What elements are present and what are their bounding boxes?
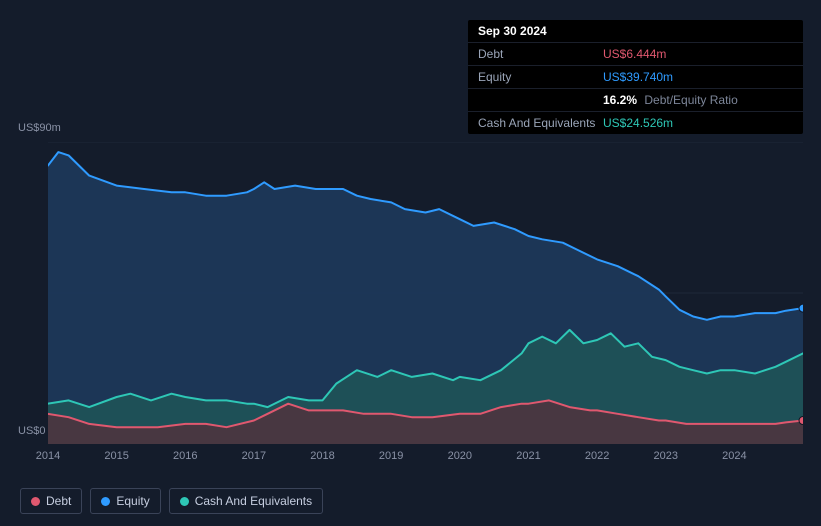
- tooltip-ratio-label: Debt/Equity Ratio: [644, 93, 737, 107]
- xaxis-label: 2017: [242, 450, 266, 462]
- legend-item-equity[interactable]: Equity: [90, 488, 160, 514]
- tooltip-debt-label: Debt: [478, 47, 603, 61]
- xaxis-label: 2020: [448, 450, 472, 462]
- xaxis-label: 2019: [379, 450, 403, 462]
- legend-label: Debt: [46, 494, 71, 508]
- legend-dot-icon: [180, 497, 189, 506]
- xaxis-label: 2014: [36, 450, 60, 462]
- tooltip-date: Sep 30 2024: [478, 24, 547, 38]
- xaxis-label: 2016: [173, 450, 197, 462]
- legend-item-cash-and-equivalents[interactable]: Cash And Equivalents: [169, 488, 323, 514]
- chart-tooltip: Sep 30 2024 Debt US$6.444m Equity US$39.…: [468, 20, 803, 134]
- tooltip-ratio-value: 16.2%: [603, 93, 637, 107]
- chart-legend: Debt Equity Cash And Equivalents: [20, 488, 323, 514]
- xaxis-label: 2024: [722, 450, 746, 462]
- chart-area: US$90m US$0 2014 2015 2016 2017 2018 2019 2020…: [18, 122, 803, 478]
- xaxis-label: 2023: [653, 450, 677, 462]
- tooltip-ratio-spacer: [478, 93, 603, 107]
- xaxis-label: 2022: [585, 450, 609, 462]
- legend-label: Equity: [116, 494, 149, 508]
- yaxis-bottom-label: US$0: [18, 425, 46, 437]
- debt-equity-chart: { "tooltip": { "date": "Sep 30 2024", "d…: [0, 0, 821, 526]
- tooltip-equity-label: Equity: [478, 70, 603, 84]
- tooltip-ratio: 16.2% Debt/Equity Ratio: [603, 93, 793, 107]
- chart-svg[interactable]: [48, 142, 803, 444]
- xaxis-label: 2015: [104, 450, 128, 462]
- yaxis-top-label: US$90m: [18, 122, 61, 134]
- legend-dot-icon: [101, 497, 110, 506]
- tooltip-debt-value: US$6.444m: [603, 47, 793, 61]
- xaxis-labels: 2014201520162017201820192020202120222023…: [48, 450, 803, 468]
- legend-dot-icon: [31, 497, 40, 506]
- xaxis-label: 2018: [310, 450, 334, 462]
- legend-label: Cash And Equivalents: [195, 494, 312, 508]
- tooltip-equity-value: US$39.740m: [603, 70, 793, 84]
- legend-item-debt[interactable]: Debt: [20, 488, 82, 514]
- xaxis-label: 2021: [516, 450, 540, 462]
